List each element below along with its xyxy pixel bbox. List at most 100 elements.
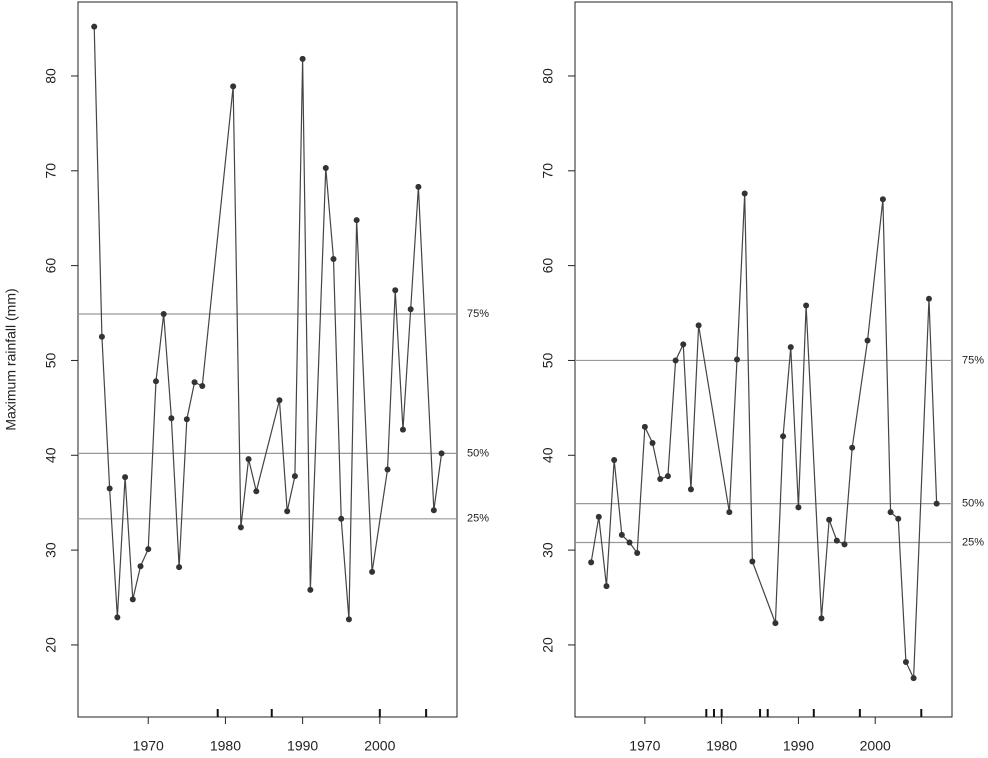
data-point — [353, 217, 360, 224]
data-point — [726, 509, 733, 516]
data-point — [795, 504, 802, 511]
data-point — [734, 356, 741, 363]
data-point — [430, 507, 437, 514]
data-point — [826, 516, 833, 523]
y-tick-label: 80 — [540, 68, 556, 84]
quantile-label: 75% — [962, 354, 984, 366]
data-point — [330, 255, 337, 262]
data-point — [152, 378, 159, 385]
data-point — [399, 426, 406, 433]
data-point — [345, 616, 352, 623]
data-point — [122, 474, 129, 481]
data-point — [106, 485, 113, 492]
data-point — [369, 568, 376, 575]
y-tick-label: 30 — [43, 542, 59, 558]
x-tick-label: 1980 — [210, 738, 241, 754]
data-point — [925, 295, 932, 302]
data-point — [634, 549, 641, 556]
data-point — [98, 333, 105, 340]
y-tick-label: 40 — [43, 447, 59, 463]
plot-frame — [77, 1, 458, 718]
data-point — [680, 341, 687, 348]
quantile-label: 25% — [467, 513, 489, 525]
data-point — [91, 23, 98, 30]
data-point — [687, 486, 694, 493]
y-tick-label: 60 — [540, 258, 556, 274]
y-tick-label: 70 — [43, 163, 59, 179]
data-point — [438, 450, 445, 457]
data-point — [114, 614, 121, 621]
y-tick-label: 60 — [43, 258, 59, 274]
data-point — [879, 196, 886, 203]
data-point — [307, 586, 314, 593]
data-point — [237, 524, 244, 531]
data-point — [168, 415, 175, 422]
data-point — [841, 541, 848, 548]
x-tick-label: 1970 — [629, 738, 660, 754]
data-point — [291, 473, 298, 480]
data-point — [902, 659, 909, 665]
x-tick-label: 1990 — [287, 738, 318, 754]
data-point — [833, 537, 840, 544]
data-point — [772, 620, 779, 627]
data-line — [590, 193, 938, 679]
data-point — [695, 322, 702, 329]
data-point — [611, 457, 618, 464]
data-point — [176, 564, 183, 571]
plot-frame — [574, 1, 953, 718]
data-point — [276, 397, 283, 404]
data-point — [191, 379, 198, 386]
quantile-label: 50% — [467, 447, 489, 459]
data-point — [407, 306, 414, 313]
data-point — [803, 302, 810, 309]
data-point — [849, 444, 856, 451]
quantile-label: 50% — [962, 498, 984, 510]
data-point — [137, 563, 144, 570]
data-point — [392, 287, 399, 294]
data-point — [741, 190, 748, 197]
data-point — [230, 83, 237, 90]
x-tick-label: 2000 — [860, 738, 891, 754]
y-tick-label: 20 — [43, 637, 59, 653]
data-point — [864, 337, 871, 344]
x-tick-label: 2000 — [364, 738, 395, 754]
data-point — [749, 558, 756, 565]
data-point — [588, 559, 595, 566]
y-axis-label: Maximum rainfall (mm) — [3, 288, 19, 430]
data-point — [895, 515, 902, 522]
data-point — [910, 675, 917, 682]
data-point — [129, 596, 136, 603]
data-point — [657, 475, 664, 482]
data-point — [649, 439, 656, 446]
data-point — [787, 344, 794, 351]
y-tick-label: 70 — [540, 163, 556, 179]
data-point — [322, 164, 329, 171]
x-tick-label: 1970 — [133, 738, 164, 754]
data-point — [618, 531, 625, 538]
data-point — [338, 515, 345, 522]
quantile-label: 25% — [962, 536, 984, 548]
data-point — [664, 473, 671, 480]
data-point — [145, 546, 152, 553]
data-point — [626, 539, 633, 546]
data-point — [284, 508, 291, 515]
data-point — [780, 433, 787, 440]
x-tick-label: 1990 — [783, 738, 814, 754]
data-point — [199, 383, 206, 390]
data-point — [299, 55, 306, 62]
data-point — [672, 357, 679, 364]
data-point — [933, 500, 940, 507]
data-point — [595, 513, 602, 520]
data-point — [603, 583, 610, 590]
y-tick-label: 30 — [540, 542, 556, 558]
data-point — [641, 423, 648, 430]
data-point — [384, 466, 391, 473]
data-point — [183, 416, 190, 423]
data-point — [253, 488, 260, 495]
y-tick-label: 40 — [540, 447, 556, 463]
quantile-label: 75% — [467, 308, 489, 320]
data-line — [93, 26, 443, 620]
x-tick-label: 1980 — [706, 738, 737, 754]
data-point — [415, 183, 422, 190]
